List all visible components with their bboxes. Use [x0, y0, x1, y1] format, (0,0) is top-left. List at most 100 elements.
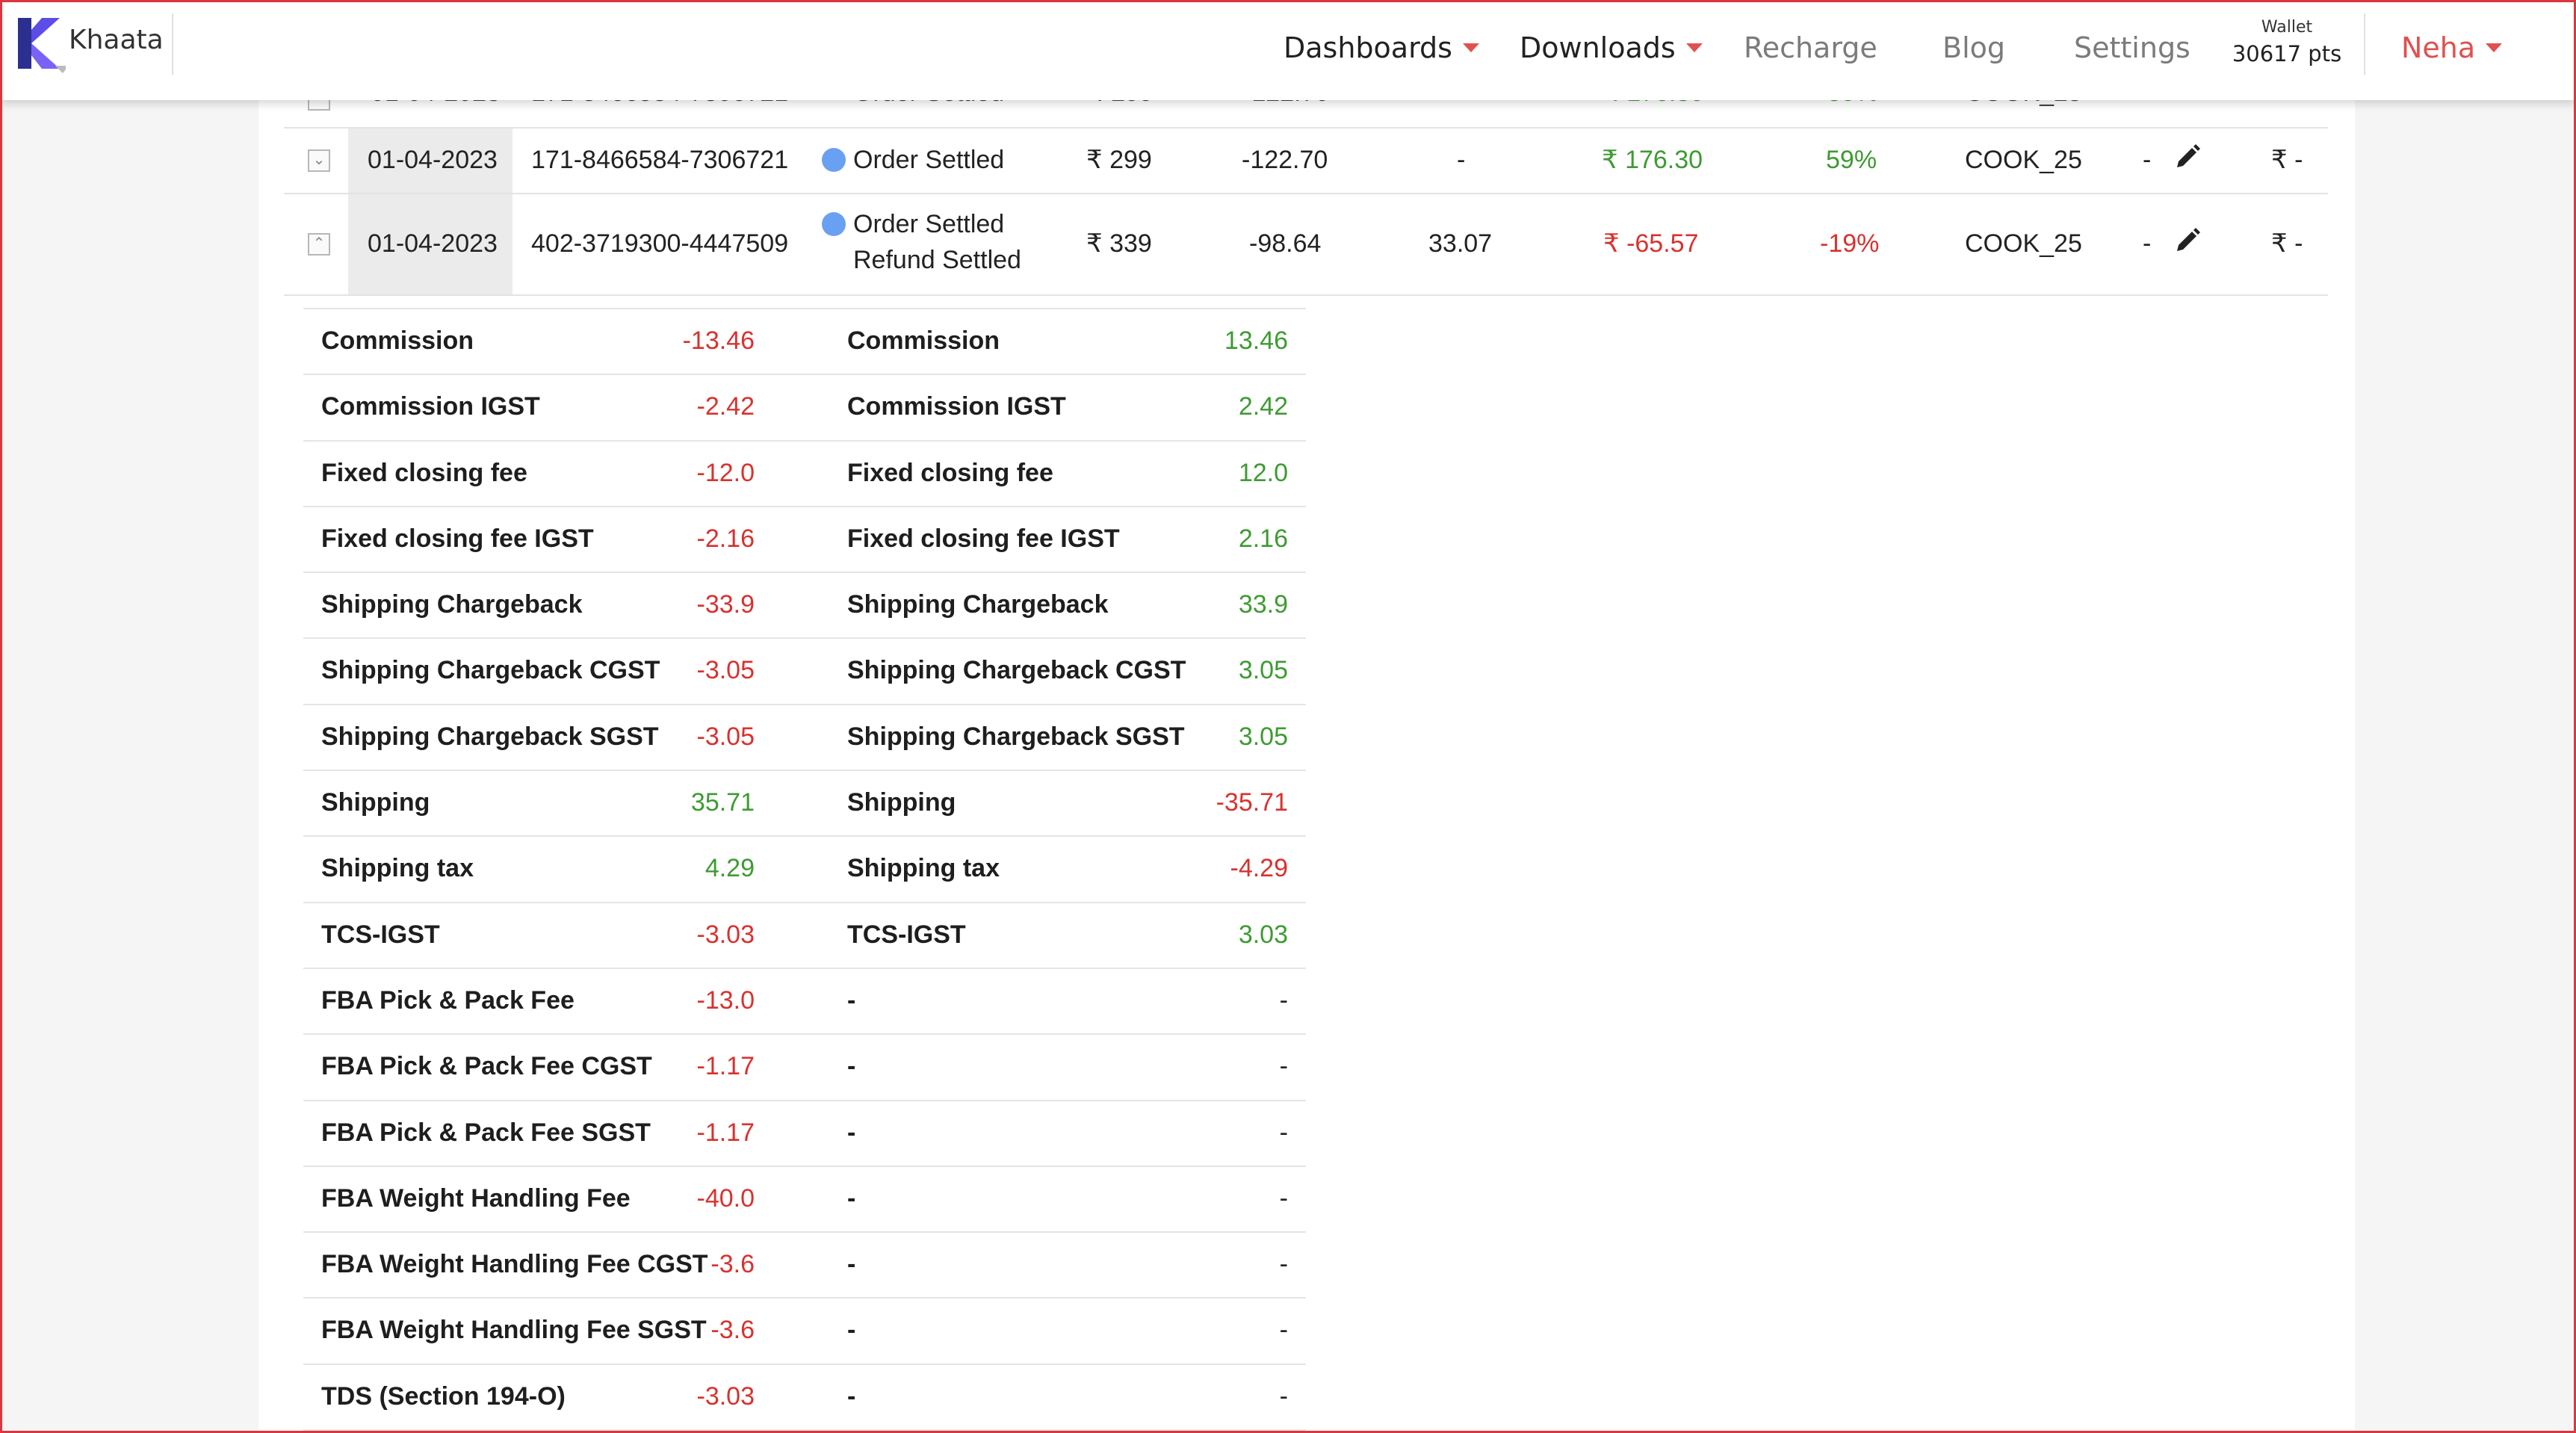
- row-divider: [284, 193, 2328, 194]
- refund-fee-value: -: [1279, 1316, 1288, 1345]
- order-fees: -122.70: [1242, 146, 1328, 174]
- status-dot-icon: [822, 148, 846, 172]
- breakdown-row: FBA Pick & Pack Fee SGST -1.17 - -: [303, 1101, 1306, 1167]
- refund-fee-value: 3.05: [1238, 722, 1288, 751]
- order-refund: 33.07: [1428, 229, 1493, 258]
- edit-icon[interactable]: [2173, 142, 2202, 179]
- order-price: ₹ 339: [1086, 229, 1152, 258]
- refund-fee-label: -: [847, 1052, 856, 1081]
- refund-fee-label: -: [847, 1381, 856, 1411]
- refund-fee-value: 3.05: [1238, 656, 1288, 685]
- order-fee-label: FBA Pick & Pack Fee SGST: [321, 1118, 651, 1147]
- chevron-up-icon: ⌃: [312, 235, 326, 252]
- order-cost: ₹ -: [2271, 229, 2303, 258]
- breakdown-row: Fixed closing fee IGST -2.16 Fixed closing…: [303, 507, 1306, 574]
- order-fee-label: FBA Weight Handling Fee: [321, 1183, 631, 1213]
- top-navbar: Khaata Dashboards Downloads Recharge Blo…: [0, 0, 2576, 100]
- breakdown-row: FBA Pick & Pack Fee CGST -1.17 - -: [303, 1035, 1306, 1101]
- order-fee-value: -2.16: [696, 524, 755, 553]
- refund-fee-label: -: [847, 1250, 856, 1279]
- order-fee-value: -2.42: [696, 392, 755, 421]
- refund-fee-label: Shipping tax: [847, 854, 1000, 883]
- nav-downloads[interactable]: Downloads: [1520, 28, 1703, 67]
- refund-fee-label: TCS-IGST: [847, 920, 966, 949]
- order-fee-label: FBA Weight Handling Fee SGST: [321, 1316, 707, 1345]
- order-sku: COOK_25: [1965, 146, 2082, 174]
- breakdown-top-border: [303, 308, 1306, 309]
- chevron-down-icon: ⌄: [312, 152, 326, 168]
- order-fee-value: -13.0: [696, 985, 755, 1015]
- order-fee-value: -33.9: [696, 590, 755, 619]
- wallet-balance[interactable]: Wallet 30617 pts: [2231, 16, 2343, 69]
- order-profit: ₹ -65.57: [1603, 229, 1699, 258]
- user-menu[interactable]: Neha: [2401, 28, 2503, 67]
- refund-fee-value: -4.29: [1230, 854, 1289, 883]
- fee-breakdown-table: Commission -13.46 Commission 13.46 Commissio…: [303, 309, 1306, 1432]
- refund-fee-label: -: [847, 1316, 856, 1345]
- order-fee-value: -3.6: [710, 1250, 755, 1279]
- row-collapse-checkbox[interactable]: ⌃: [308, 233, 330, 256]
- order-fee-label: Commission IGST: [321, 392, 540, 421]
- nav-blog[interactable]: Blog: [1942, 31, 2005, 64]
- refund-fee-value: -: [1279, 1052, 1288, 1081]
- refund-fee-label: Commission IGST: [847, 392, 1066, 421]
- refund-fee-value: -: [1279, 1118, 1288, 1147]
- breakdown-row: FBA Weight Handling Fee SGST -3.6 - -: [303, 1299, 1306, 1365]
- refund-fee-value: -: [1279, 985, 1288, 1015]
- order-id[interactable]: 402-3719300-4447509: [531, 229, 789, 258]
- order-fee-label: Shipping Chargeback: [321, 590, 583, 619]
- order-fee-value: -40.0: [696, 1183, 755, 1213]
- breakdown-row: Fixed closing fee -12.0 Fixed closing fee 1…: [303, 442, 1306, 507]
- order-margin: 59%: [1826, 146, 1877, 174]
- refund-fee-label: Shipping: [847, 788, 956, 817]
- row-expand-checkbox[interactable]: ⌄: [308, 149, 330, 172]
- chevron-down-icon: [1685, 43, 1703, 52]
- khaata-logo-icon: [18, 18, 66, 73]
- order-refund: -: [1457, 146, 1466, 174]
- breakdown-row: FBA Pick & Pack Fee -13.0 - -: [303, 969, 1306, 1036]
- order-cost-dash: -: [2143, 146, 2152, 174]
- date-cell-bg: [348, 194, 513, 294]
- order-fee-label: FBA Weight Handling Fee CGST: [321, 1250, 708, 1279]
- order-fee-value: -13.46: [682, 326, 755, 355]
- order-fee-label: Shipping: [321, 788, 430, 817]
- order-id[interactable]: 171-8466584-7306721: [531, 146, 789, 174]
- row-divider: [284, 294, 2328, 296]
- breakdown-row: TCS-IGST -3.03 TCS-IGST 3.03: [303, 903, 1306, 969]
- order-fee-value: -3.05: [696, 656, 755, 685]
- refund-fee-value: 2.16: [1238, 524, 1288, 553]
- order-fee-label: Shipping Chargeback CGST: [321, 656, 660, 685]
- nav-dashboards[interactable]: Dashboards: [1284, 28, 1479, 67]
- refund-fee-label: Shipping Chargeback: [847, 590, 1109, 619]
- breakdown-row: Shipping tax 4.29 Shipping tax -4.29: [303, 837, 1306, 903]
- khaata-logo[interactable]: Khaata: [16, 15, 164, 75]
- order-fee-label: Shipping tax: [321, 854, 474, 883]
- order-fees: -98.64: [1249, 229, 1322, 258]
- refund-fee-value: 2.42: [1238, 392, 1288, 421]
- refund-fee-label: -: [847, 1183, 856, 1213]
- breakdown-row: Shipping Chargeback -33.9 Shipping Chargeb…: [303, 573, 1306, 640]
- order-fee-value: -12.0: [696, 458, 755, 487]
- nav-downloads-label: Downloads: [1520, 31, 1676, 64]
- user-divider: [2364, 13, 2365, 75]
- nav-recharge[interactable]: Recharge: [1744, 31, 1877, 64]
- order-date: 01-04-2023: [368, 229, 498, 258]
- order-fee-value: -3.6: [710, 1316, 755, 1345]
- order-fee-label: FBA Pick & Pack Fee CGST: [321, 1052, 652, 1081]
- nav-settings[interactable]: Settings: [2074, 31, 2190, 64]
- logo-divider: [172, 13, 173, 75]
- breakdown-row: FBA Weight Handling Fee -40.0 - -: [303, 1167, 1306, 1234]
- refund-fee-value: 13.46: [1224, 326, 1288, 355]
- order-fee-label: Fixed closing fee IGST: [321, 524, 594, 553]
- breakdown-row: Shipping Chargeback CGST -3.05 Shipping Ch…: [303, 639, 1306, 705]
- order-fee-value: -1.17: [696, 1118, 755, 1147]
- refund-fee-value: -: [1279, 1183, 1288, 1213]
- edit-icon[interactable]: [2173, 226, 2202, 262]
- order-profit: ₹ 176.30: [1602, 146, 1703, 174]
- order-fee-label: Commission: [321, 326, 474, 355]
- breakdown-row: Commission IGST -2.42 Commission IGST 2.42: [303, 375, 1306, 442]
- order-fee-label: Fixed closing fee: [321, 458, 527, 487]
- refund-fee-value: 3.03: [1238, 920, 1288, 949]
- order-fee-label: Shipping Chargeback SGST: [321, 722, 659, 751]
- refund-fee-label: Shipping Chargeback SGST: [847, 722, 1185, 751]
